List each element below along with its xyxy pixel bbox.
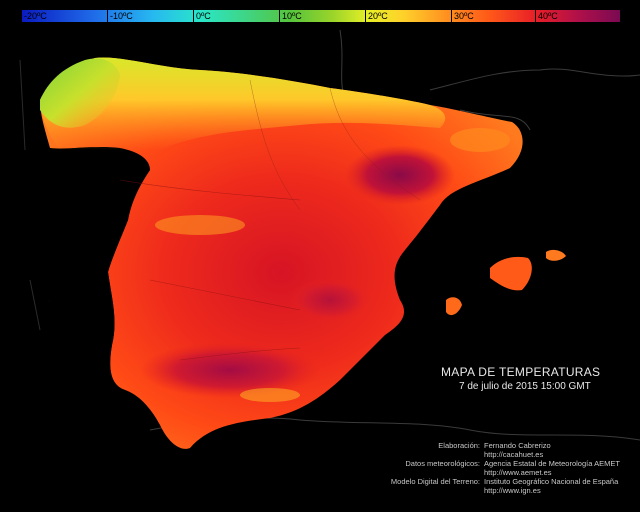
scale-label: 10ºC	[282, 11, 302, 21]
scale-label: 40ºC	[538, 11, 558, 21]
scale-label: 30ºC	[454, 11, 474, 21]
scale-tick	[535, 10, 536, 22]
betic-range-cool-patch	[240, 388, 300, 402]
scale-tick	[365, 10, 366, 22]
menorca-island	[546, 249, 566, 261]
mallorca-island	[490, 256, 532, 291]
credit-terrain-model-url: http://www.ign.es	[370, 486, 630, 495]
temperature-color-scale: -20ºC -10ºC 0ºC 10ºC 20ºC 30ºC 40ºC	[21, 10, 620, 22]
central-range-cool-patch	[155, 215, 245, 235]
credit-weather-data: Datos meteorológicos: Agencia Estatal de…	[370, 459, 630, 468]
map-date: 7 de julio de 2015 15:00 GMT	[459, 381, 591, 392]
scale-tick	[21, 10, 22, 22]
credit-elaboration: Elaboración: Fernando Cabrerizo	[370, 441, 630, 450]
credit-value: Instituto Geográfico Nacional de España	[484, 477, 619, 486]
scale-tick	[193, 10, 194, 22]
credit-elaboration-url: http://cacahuet.es	[370, 450, 630, 459]
credit-value: Agencia Estatal de Meteorología AEMET	[484, 459, 620, 468]
scale-tick	[279, 10, 280, 22]
ibiza-island	[446, 297, 462, 316]
border-line	[249, 79, 421, 211]
scale-tick	[107, 10, 108, 22]
scale-label: -20ºC	[24, 11, 47, 21]
credits-block: Elaboración: Fernando Cabrerizo http://c…	[370, 441, 630, 495]
galicia-cool-zone	[40, 58, 120, 128]
ebro-valley-hot-zone	[345, 145, 455, 205]
scale-tick	[451, 10, 452, 22]
scale-label: 0ºC	[196, 11, 211, 21]
credit-terrain-model: Modelo Digital del Terreno: Instituto Ge…	[370, 477, 630, 486]
catalonia-warm-patch	[450, 128, 510, 152]
portugal-region	[47, 147, 150, 393]
credit-value: Fernando Cabrerizo	[484, 441, 551, 450]
southeast-hot-zone	[290, 278, 370, 322]
map-title: MAPA DE TEMPERATURAS	[441, 365, 601, 379]
guadalquivir-hot-zone	[140, 342, 320, 398]
credit-key: Elaboración:	[438, 441, 480, 450]
scale-label: 20ºC	[368, 11, 388, 21]
credit-key: Modelo Digital del Terreno:	[390, 477, 480, 486]
river-line	[119, 179, 301, 361]
credit-link[interactable]: http://www.ign.es	[484, 486, 541, 495]
scale-label: -10ºC	[110, 11, 133, 21]
northern-cool-band	[40, 57, 446, 151]
credit-link[interactable]: http://cacahuet.es	[484, 450, 544, 459]
credit-key: Datos meteorológicos:	[405, 459, 480, 468]
credit-weather-data-url: http://www.aemet.es	[370, 468, 630, 477]
credit-link[interactable]: http://www.aemet.es	[484, 468, 552, 477]
